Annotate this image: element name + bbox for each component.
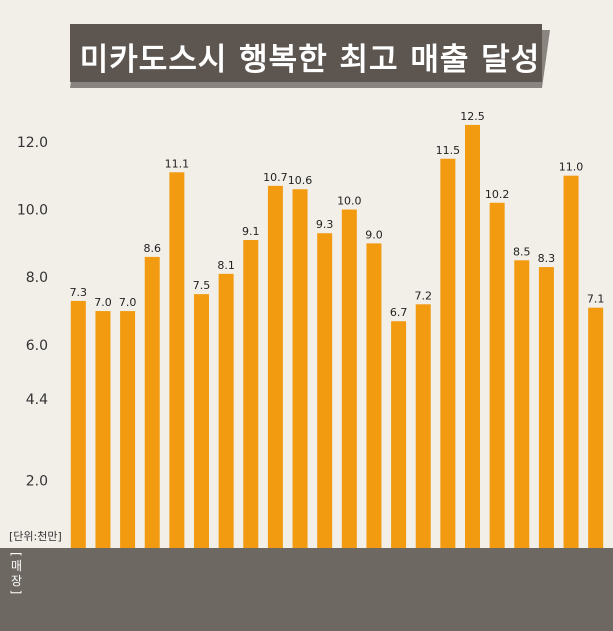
- y-tick-label: 4.4: [26, 392, 48, 408]
- bar-value-label: 7.1: [587, 293, 605, 306]
- bar: [317, 233, 333, 548]
- bar: [267, 185, 283, 548]
- bar: [415, 304, 431, 548]
- bar-value-label: 12.5: [460, 110, 485, 123]
- bar-value-label: 6.7: [390, 306, 408, 319]
- bar: [292, 189, 308, 548]
- bar-value-label: 7.5: [193, 279, 211, 292]
- bar: [95, 311, 111, 548]
- bar-value-label: 10.2: [485, 188, 510, 201]
- bar: [391, 321, 407, 548]
- y-tick-label: 10.0: [17, 203, 48, 219]
- bars: [70, 124, 604, 549]
- bar-value-label: 7.0: [119, 296, 137, 309]
- bar: [538, 267, 554, 548]
- bar-value-label: 8.1: [217, 259, 235, 272]
- bar: [243, 240, 259, 548]
- bar: [341, 209, 357, 549]
- bar-value-label: 10.0: [337, 195, 362, 208]
- y-tick-label: 6.0: [26, 338, 48, 354]
- bar-value-label: 8.3: [538, 252, 556, 265]
- store-label-band: [0, 548, 613, 631]
- y-tick-label: 8.0: [26, 270, 48, 286]
- bar: [489, 202, 505, 548]
- bar-value-label: 11.5: [436, 144, 461, 157]
- bar-value-label: 11.1: [165, 157, 190, 170]
- value-labels: 7.3 7.0 7.0 8.6 11.1 7.5 8.1 9.1 10.7 10.6 9.310.0…: [70, 110, 605, 319]
- bar: [563, 175, 579, 548]
- bar-value-label: 7.2: [414, 289, 432, 302]
- unit-label: [단위:천만]: [9, 530, 62, 543]
- bar-value-label: 10.6: [288, 174, 313, 187]
- bar-value-label: 11.0: [559, 161, 584, 174]
- store-axis-label: [매장]: [9, 552, 23, 598]
- chart-title: 미카도스시 행복한 최고 매출 달성: [79, 41, 541, 78]
- y-axis: 2.0 4.4 6.0 8.0 10.0 12.0: [17, 135, 48, 489]
- bar: [194, 294, 209, 548]
- bar-value-label: 9.3: [316, 218, 334, 231]
- y-tick-label: 2.0: [26, 473, 48, 489]
- bar-value-label: 10.7: [263, 171, 288, 184]
- bar: [465, 124, 480, 548]
- bar-value-label: 8.6: [143, 242, 161, 255]
- bar: [144, 256, 160, 548]
- bar: [440, 158, 456, 548]
- bar-value-label: 9.1: [242, 225, 260, 238]
- bar: [514, 260, 530, 548]
- bar: [588, 307, 604, 548]
- bar: [366, 243, 382, 548]
- bar: [70, 300, 86, 548]
- bar-value-label: 7.3: [70, 286, 88, 299]
- bar: [120, 311, 136, 548]
- bar: [169, 172, 185, 549]
- bar-value-label: 8.5: [513, 245, 531, 258]
- title-banner-face: [70, 24, 542, 82]
- bar: [218, 273, 234, 548]
- y-tick-label: 12.0: [17, 135, 48, 151]
- bar-value-label: 9.0: [365, 228, 383, 241]
- bar-value-label: 7.0: [94, 296, 112, 309]
- title-banner: [70, 24, 550, 88]
